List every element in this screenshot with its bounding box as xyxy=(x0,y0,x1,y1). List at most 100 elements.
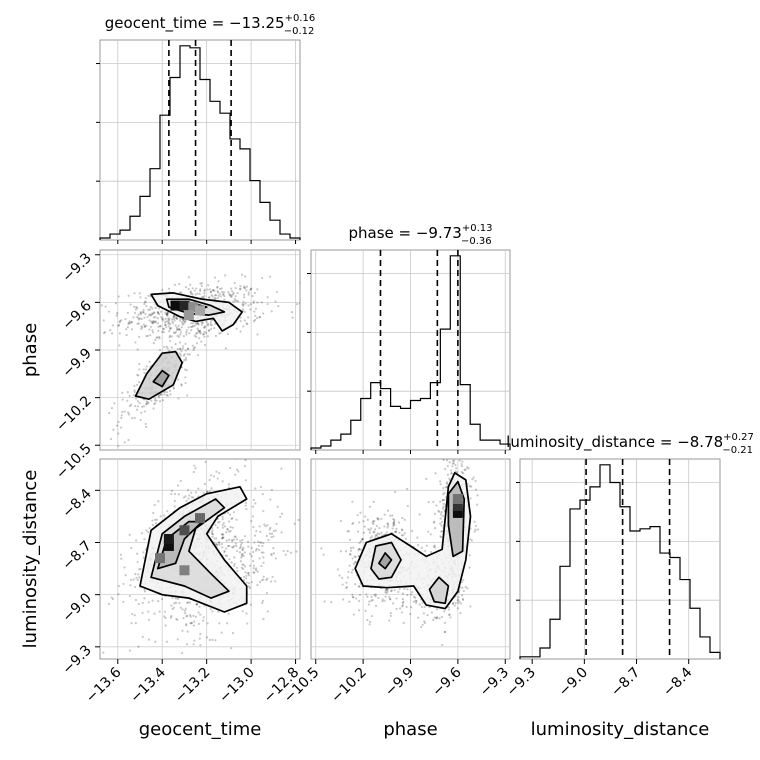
sample-point xyxy=(223,298,226,301)
sample-point xyxy=(215,537,218,540)
sample-point xyxy=(254,487,257,490)
sample-point xyxy=(240,273,244,276)
sample-point xyxy=(184,607,187,610)
sample-point xyxy=(439,500,442,503)
sample-point xyxy=(401,601,404,605)
sample-point xyxy=(229,513,232,516)
sample-point xyxy=(132,394,136,397)
sample-point xyxy=(258,525,261,528)
sample-point xyxy=(433,512,436,515)
sample-point xyxy=(138,568,141,571)
sample-point xyxy=(129,303,132,306)
sample-point xyxy=(260,564,263,568)
sample-point xyxy=(247,316,250,319)
sample-point xyxy=(260,541,263,544)
sample-point xyxy=(190,322,193,325)
sample-point xyxy=(229,294,232,297)
sample-point xyxy=(293,522,296,525)
sample-point xyxy=(213,537,216,540)
sample-point xyxy=(235,566,238,569)
sample-point xyxy=(228,293,231,296)
sample-point xyxy=(242,303,245,306)
sample-point xyxy=(244,459,247,462)
sample-point xyxy=(222,536,225,539)
sample-point xyxy=(194,293,197,296)
sample-point xyxy=(230,647,233,650)
sample-point xyxy=(406,505,409,508)
sample-point xyxy=(463,456,465,458)
title-plus: +0.13 xyxy=(462,223,493,234)
sample-point xyxy=(468,566,471,569)
sample-point xyxy=(153,402,156,406)
sample-point xyxy=(143,590,147,593)
sample-point xyxy=(114,302,118,305)
sample-point xyxy=(276,505,279,508)
sample-point xyxy=(171,607,174,611)
sample-point xyxy=(456,607,459,610)
y-tick-label: −10.5 xyxy=(53,441,95,483)
sample-point xyxy=(210,294,213,297)
sample-point xyxy=(175,326,179,329)
sample-point xyxy=(180,291,183,294)
sample-point xyxy=(190,329,193,332)
sample-point xyxy=(272,535,275,538)
sample-point xyxy=(188,353,191,356)
sample-point xyxy=(439,522,442,525)
sample-point xyxy=(117,323,121,327)
sample-point xyxy=(130,321,133,324)
sample-point xyxy=(234,535,237,538)
sample-point xyxy=(154,320,157,323)
sample-point xyxy=(191,325,194,329)
sample-point xyxy=(155,336,158,339)
sample-point xyxy=(432,545,435,548)
sample-point xyxy=(233,299,237,303)
sample-point xyxy=(211,532,214,536)
sample-point xyxy=(227,612,230,616)
sample-point xyxy=(392,518,395,521)
sample-point xyxy=(372,522,375,525)
sample-point xyxy=(232,564,236,567)
sample-point xyxy=(168,322,172,326)
sample-point xyxy=(450,469,453,472)
sample-point xyxy=(141,326,144,329)
sample-point xyxy=(126,399,129,402)
sample-point xyxy=(134,341,137,344)
sample-point xyxy=(448,477,451,480)
sample-point xyxy=(270,488,274,492)
sample-point xyxy=(245,574,248,577)
sample-point xyxy=(247,545,250,548)
sample-point xyxy=(357,549,360,552)
sample-point xyxy=(176,328,179,331)
sample-point xyxy=(102,331,106,335)
sample-point xyxy=(153,399,157,402)
sample-point xyxy=(456,599,459,602)
sample-point xyxy=(262,578,265,581)
sample-point xyxy=(134,405,137,408)
sample-point xyxy=(420,625,423,629)
sample-point xyxy=(251,515,254,518)
x-tick-label: −13.0 xyxy=(216,665,258,707)
title-main: phase = −9.73 xyxy=(349,224,462,242)
sample-point xyxy=(199,288,202,291)
sample-point xyxy=(192,348,195,351)
sample-point xyxy=(435,616,438,619)
sample-point xyxy=(245,508,248,511)
sample-point xyxy=(133,305,136,308)
sample-point xyxy=(351,595,354,599)
sample-point xyxy=(241,548,244,552)
sample-point xyxy=(128,322,132,325)
sample-point xyxy=(440,520,444,523)
sample-point xyxy=(448,613,451,616)
sample-point xyxy=(229,529,232,533)
sample-point xyxy=(190,496,193,499)
sample-point xyxy=(182,320,185,323)
y-tick-label: −9.0 xyxy=(59,590,94,625)
sample-point xyxy=(358,541,361,544)
sample-point xyxy=(254,318,257,322)
sample-point xyxy=(143,597,146,600)
sample-point xyxy=(157,500,160,503)
sample-point xyxy=(185,331,188,334)
sample-point xyxy=(132,578,135,581)
sample-point xyxy=(168,389,172,392)
